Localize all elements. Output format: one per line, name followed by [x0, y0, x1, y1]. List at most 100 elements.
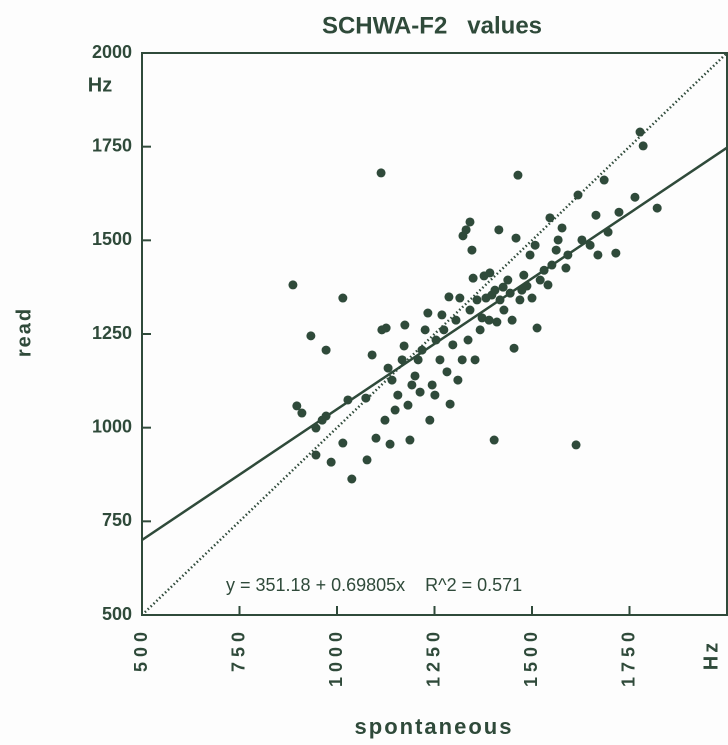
point: [543, 280, 553, 290]
point: [475, 325, 485, 335]
point: [470, 355, 480, 365]
point: [585, 240, 595, 250]
point: [338, 438, 348, 448]
point: [489, 435, 499, 445]
point: [638, 141, 648, 151]
point: [635, 127, 645, 137]
point: [561, 263, 571, 273]
point: [405, 435, 415, 445]
point: [297, 408, 307, 418]
point: [494, 225, 504, 235]
point: [326, 457, 336, 467]
y-axis-label: read: [13, 307, 35, 357]
point: [477, 313, 487, 323]
point: [387, 375, 397, 385]
point: [577, 235, 587, 245]
y-tick-label: 1250: [92, 323, 132, 343]
point: [551, 245, 561, 255]
y-unit: Hz: [88, 74, 112, 96]
point: [437, 310, 447, 320]
point: [591, 210, 601, 220]
point: [593, 250, 603, 260]
x-axis-label: spontaneous: [355, 714, 514, 739]
point: [630, 192, 640, 202]
point: [338, 293, 348, 303]
point: [484, 315, 494, 325]
point: [457, 355, 467, 365]
point: [507, 315, 517, 325]
point: [553, 235, 563, 245]
point: [347, 474, 357, 484]
point: [381, 323, 391, 333]
point: [385, 439, 395, 449]
y-tick-label: 750: [102, 510, 132, 530]
point: [431, 335, 441, 345]
point: [539, 265, 549, 275]
x-tick-label: 750: [228, 627, 248, 672]
point: [367, 350, 377, 360]
point: [292, 401, 302, 411]
point: [455, 293, 465, 303]
point: [511, 233, 521, 243]
point: [557, 223, 567, 233]
y-tick-label: 2000: [92, 42, 132, 62]
point: [467, 245, 477, 255]
point: [492, 317, 502, 327]
point: [509, 343, 519, 353]
point: [442, 367, 452, 377]
x-unit: Hz: [700, 640, 722, 670]
point: [603, 227, 613, 237]
point: [444, 292, 454, 302]
chart-title: SCHWA-F2 values: [322, 12, 542, 39]
point: [448, 340, 458, 350]
point: [410, 371, 420, 381]
y-tick-label: 1000: [92, 416, 132, 436]
point: [427, 380, 437, 390]
point: [547, 260, 557, 270]
y-tick-label: 1500: [92, 229, 132, 249]
x-tick-label: 1750: [618, 627, 638, 687]
point: [393, 390, 403, 400]
point: [573, 190, 583, 200]
point: [453, 375, 463, 385]
point: [527, 293, 537, 303]
point: [380, 415, 390, 425]
point: [417, 345, 427, 355]
point: [522, 281, 532, 291]
point: [611, 248, 621, 258]
point: [525, 250, 535, 260]
point: [530, 240, 540, 250]
point: [571, 440, 581, 450]
point: [495, 295, 505, 305]
y-tick-label: 500: [102, 604, 132, 624]
point: [614, 207, 624, 217]
point: [563, 250, 573, 260]
point: [420, 325, 430, 335]
point: [465, 217, 475, 227]
point: [535, 275, 545, 285]
point: [362, 455, 372, 465]
point: [376, 168, 386, 178]
x-tick-label: 1500: [521, 627, 541, 687]
point: [361, 393, 371, 403]
x-tick-label: 1000: [326, 627, 346, 687]
point: [311, 450, 321, 460]
point: [463, 335, 473, 345]
point: [545, 213, 555, 223]
point: [472, 295, 482, 305]
point: [423, 308, 433, 318]
x-tick-label: 1250: [423, 627, 443, 687]
point: [397, 355, 407, 365]
point: [321, 345, 331, 355]
x-tick-label: 500: [131, 627, 151, 672]
point: [425, 415, 435, 425]
point: [430, 390, 440, 400]
point: [652, 203, 662, 213]
point: [503, 275, 513, 285]
point: [599, 175, 609, 185]
point: [445, 399, 455, 409]
point: [415, 387, 425, 397]
point: [435, 355, 445, 365]
